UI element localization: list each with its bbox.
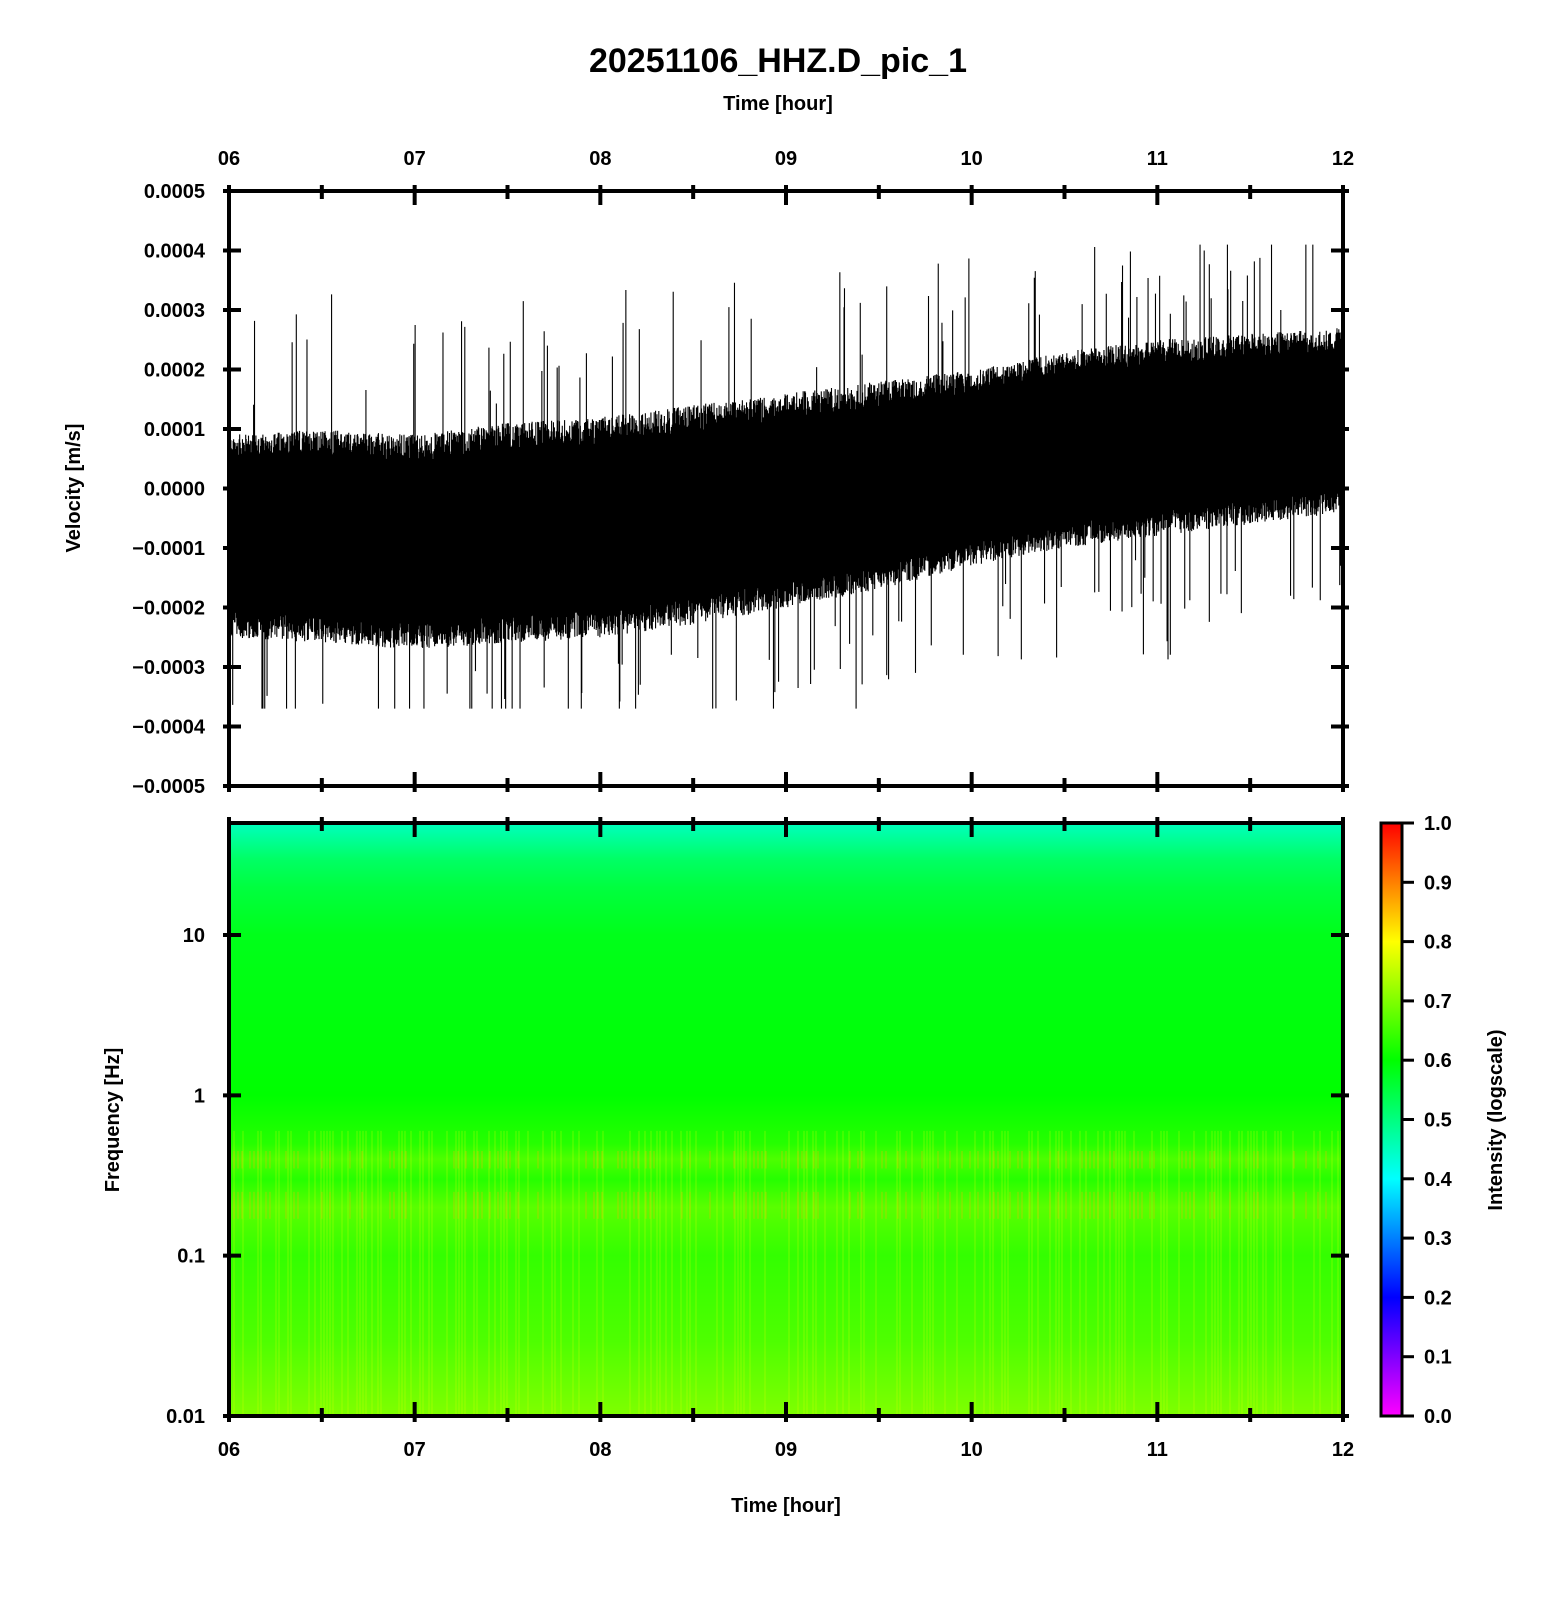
seismogram-x-tick-label-top: 09	[775, 148, 797, 170]
frequency-axis-label: Frequency [Hz]	[102, 1048, 124, 1192]
spectrogram-x-tick-label-bottom: 11	[1147, 1439, 1168, 1461]
colorbar-tick-label: 0.0	[1424, 1406, 1452, 1428]
colorbar-tick-label: 0.6	[1424, 1050, 1452, 1072]
bottom-time-axis-label: Time [hour]	[731, 1495, 841, 1517]
spectrogram-x-tick-label-bottom: 06	[218, 1439, 240, 1461]
velocity-y-tick-label: 0.0005	[144, 181, 205, 203]
colorbar-tick-label: 1.0	[1424, 813, 1452, 835]
velocity-y-tick-label: −0.0003	[132, 657, 205, 679]
velocity-y-tick-label: 0.0003	[144, 300, 205, 322]
spectrogram-x-tick-label-bottom: 12	[1332, 1439, 1354, 1461]
seismogram-x-tick-label-top: 10	[961, 148, 983, 170]
frequency-y-tick-label: 0.1	[177, 1246, 205, 1268]
colorbar-ticks: 1.0 0.9 0.8 0.7 0.6 0.5 0.4 0.3 0.2 0.1 0.0	[1402, 813, 1453, 1428]
colorbar-tick-label: 0.9	[1424, 872, 1452, 894]
seismogram-x-tick-label-top: 08	[589, 148, 611, 170]
colorbar-tick-label: 0.8	[1424, 932, 1452, 954]
colorbar-tick-label: 0.5	[1424, 1110, 1452, 1132]
seismogram-frame	[227, 189, 1345, 788]
velocity-y-tick-label: 0.0004	[144, 241, 206, 263]
velocity-y-tick-label: −0.0005	[132, 776, 205, 798]
velocity-y-tick-label: −0.0001	[132, 538, 205, 560]
spectrogram-x-tick-label-bottom: 09	[775, 1439, 797, 1461]
seismogram-panel: 06 07 08 09 10 11 12 0.0005 0.0004 0.0003 0.0002 0.…	[63, 148, 1354, 798]
spectrogram-image	[229, 823, 1343, 1416]
colorbar-tick-label: 0.1	[1424, 1347, 1452, 1369]
colorbar-tick-label: 0.2	[1424, 1287, 1452, 1309]
velocity-y-tick-label: −0.0004	[132, 717, 206, 739]
figure-title: 20251106_HHZ.D_pic_1	[589, 42, 967, 80]
seismogram-core	[229, 355, 1343, 617]
velocity-y-tick-label: −0.0002	[132, 598, 205, 620]
seismogram-trace	[228, 244, 1344, 709]
colorbar-tick-label: 0.4	[1424, 1169, 1453, 1191]
colorbar-gradient	[1379, 821, 1404, 1418]
spectrogram-frame	[227, 821, 1345, 1418]
frequency-y-tick-label: 1	[194, 1085, 205, 1107]
velocity-axis-label: Velocity [m/s]	[63, 424, 85, 553]
spectrogram-bands	[233, 1151, 1327, 1219]
spectrogram-x-tick-label-bottom: 07	[404, 1439, 426, 1461]
seismogram-ticks: 06 07 08 09 10 11 12 0.0005 0.0004 0.0003 0.0002 0.…	[132, 148, 1354, 798]
velocity-y-tick-label: 0.0001	[144, 419, 205, 441]
colorbar-tick-label: 0.7	[1424, 991, 1452, 1013]
spectrogram-texture	[233, 1130, 1342, 1414]
spectrogram-x-tick-label-bottom: 10	[961, 1439, 983, 1461]
colorbar: 1.0 0.9 0.8 0.7 0.6 0.5 0.4 0.3 0.2 0.1 0.0 Intens…	[1379, 813, 1507, 1428]
seismogram-x-tick-label-top: 07	[404, 148, 426, 170]
colorbar-tick-label: 0.3	[1424, 1228, 1452, 1250]
spectrogram-x-tick-label-bottom: 08	[589, 1439, 611, 1461]
seismogram-x-tick-label-top: 11	[1147, 148, 1168, 170]
top-time-axis-label: Time [hour]	[723, 93, 833, 115]
seismogram-x-tick-label-top: 06	[218, 148, 240, 170]
colorbar-label: Intensity (logscale)	[1485, 1029, 1507, 1210]
velocity-y-tick-label: 0.0000	[144, 479, 205, 501]
seismogram-x-tick-label-top: 12	[1332, 148, 1354, 170]
frequency-y-tick-label: 0.01	[166, 1406, 205, 1428]
frequency-y-tick-label: 10	[183, 925, 205, 947]
spectrogram-stripes	[233, 1130, 1342, 1414]
velocity-y-tick-label: 0.0002	[144, 360, 205, 382]
